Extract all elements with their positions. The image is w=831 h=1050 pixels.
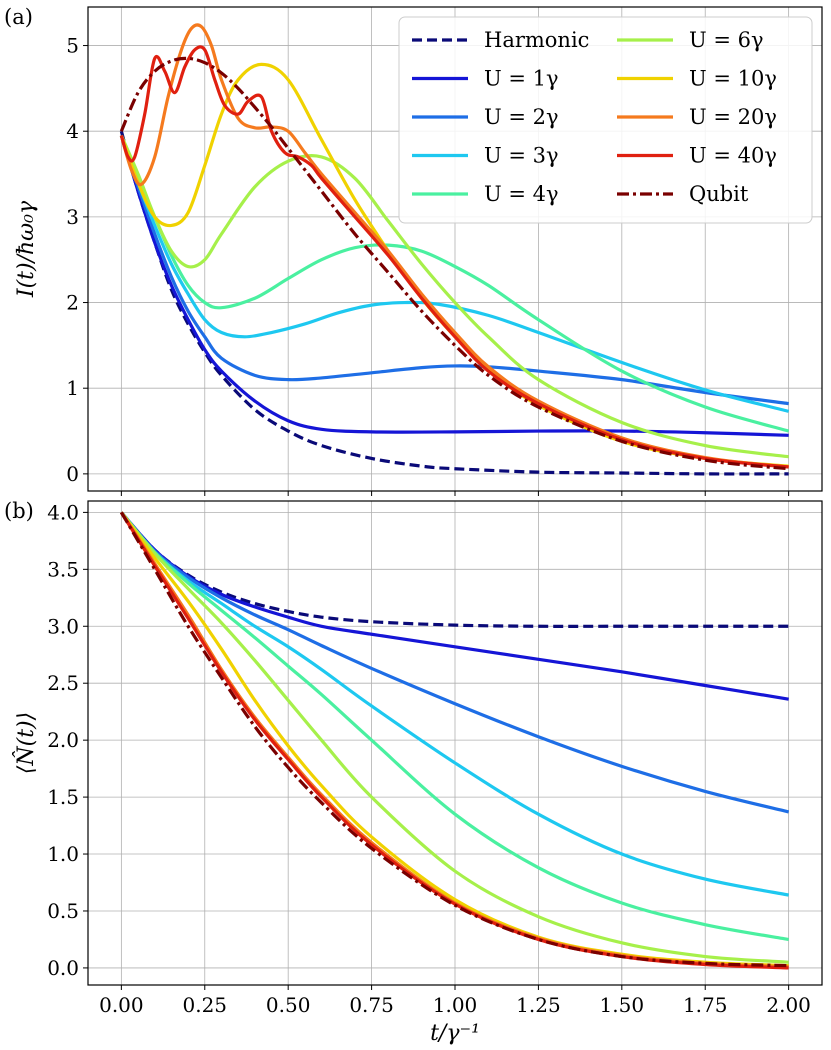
panel-b-ylabel: ⟨N̂(t)⟩ xyxy=(13,712,39,774)
x-tick-label: 0.25 xyxy=(183,993,228,1017)
x-tick-label: 1.25 xyxy=(516,993,561,1017)
x-tick-label: 1.50 xyxy=(600,993,645,1017)
series-line-u-3- xyxy=(119,134,790,413)
series-line-u-1- xyxy=(119,135,789,437)
y-tick-label: 1.5 xyxy=(47,785,79,809)
y-tick-label: 2 xyxy=(66,291,79,315)
legend-label: U = 20γ xyxy=(689,105,777,129)
series-line-u-6- xyxy=(120,511,789,964)
legend-label: U = 1γ xyxy=(484,67,559,91)
legend-label: U = 4γ xyxy=(484,182,559,206)
x-tick-label: 1.00 xyxy=(433,993,478,1017)
series-line-u-3- xyxy=(120,511,789,897)
panel-b-lines xyxy=(119,511,790,970)
x-tick-label: 0.75 xyxy=(349,993,394,1017)
legend-label: U = 2γ xyxy=(484,105,559,129)
panel-a: 0 1 2 3 4 5 (a) I(t)/ħω₀γ Harmonic U = 1γ U = 2… xyxy=(4,5,823,496)
legend-label: U = 40γ xyxy=(689,144,777,168)
legend-label: Harmonic xyxy=(484,28,589,52)
panel-a-lines xyxy=(119,23,790,476)
series-line-u-20- xyxy=(119,23,789,469)
panel-b-xlabel: t/γ⁻¹ xyxy=(430,1021,480,1046)
panel-b-label: (b) xyxy=(4,499,34,523)
legend: Harmonic U = 1γ U = 2γ U = 3γ U = 4γ U = 6γ U … xyxy=(398,16,813,224)
y-tick-label: 3.5 xyxy=(47,557,79,581)
legend-label: U = 3γ xyxy=(484,144,559,168)
y-tick-label: 3.0 xyxy=(47,614,79,638)
legend-label: U = 6γ xyxy=(689,28,764,52)
series-line-qubit xyxy=(119,511,789,968)
series-line-u-40- xyxy=(119,45,789,469)
series-line-u-2- xyxy=(120,511,790,814)
legend-label: U = 10γ xyxy=(689,67,777,91)
panel-b: 0.00 0.25 0.50 0.75 1.00 1.25 1.50 1.75 2.00 0.0 0… xyxy=(4,499,823,1046)
panel-a-ticks: 0 1 2 3 4 5 xyxy=(66,34,790,496)
y-tick-label: 2.0 xyxy=(47,728,79,752)
y-tick-label: 4 xyxy=(66,119,79,143)
y-tick-label: 0 xyxy=(66,462,79,486)
series-line-harmonic xyxy=(119,130,789,476)
y-tick-label: 0.5 xyxy=(47,899,79,923)
series-line-u-4- xyxy=(120,511,789,942)
x-tick-label: 2.00 xyxy=(766,993,811,1017)
series-line-u-2- xyxy=(119,135,789,406)
panel-a-label: (a) xyxy=(4,5,33,29)
panel-b-ticks: 0.00 0.25 0.50 0.75 1.00 1.25 1.50 1.75 2.00 0.0 0… xyxy=(47,500,811,1017)
x-tick-label: 0.00 xyxy=(99,993,144,1017)
y-tick-label: 5 xyxy=(66,34,79,58)
x-tick-label: 0.50 xyxy=(266,993,311,1017)
legend-box xyxy=(398,16,813,224)
y-tick-label: 1 xyxy=(66,376,79,400)
y-tick-label: 1.0 xyxy=(47,842,79,866)
y-tick-label: 2.5 xyxy=(47,671,79,695)
y-tick-label: 3 xyxy=(66,205,79,229)
y-tick-label: 0.0 xyxy=(47,956,79,980)
series-line-u-4- xyxy=(119,134,790,433)
series-line-qubit xyxy=(119,56,789,471)
x-tick-label: 1.75 xyxy=(683,993,728,1017)
legend-label: Qubit xyxy=(689,182,749,206)
y-tick-label: 4.0 xyxy=(47,500,79,524)
panel-a-ylabel: I(t)/ħω₀γ xyxy=(14,200,39,298)
